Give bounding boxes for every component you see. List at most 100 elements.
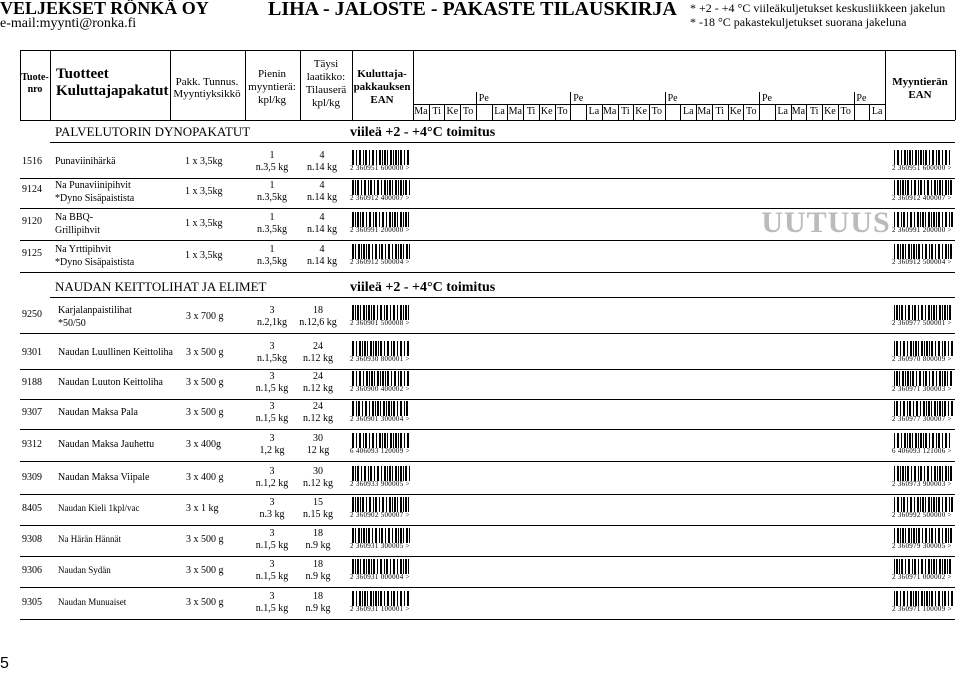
barcode-digits: 2 360971 100009 > — [892, 605, 952, 613]
product-number: 9305 — [22, 597, 42, 608]
full-box: n.9 kg — [305, 571, 331, 582]
column-header: Täysi — [313, 58, 339, 70]
day-label: Pe — [762, 93, 772, 104]
rule — [822, 104, 824, 120]
pack-size: 3 x 500 g — [186, 597, 224, 608]
email: e-mail:myynti@ronka.fi — [0, 16, 137, 31]
day-label: To — [651, 106, 663, 117]
barcode-digits: 2 360900 400002 > — [350, 385, 410, 393]
product-name: Naudan Maksa Jauhettu — [58, 439, 155, 450]
column-header: EAN — [908, 89, 932, 101]
full-box: 15 — [313, 497, 323, 508]
badge: UUTUUS — [761, 206, 891, 239]
note: * +2 - +4 °C viileäkuljetukset keskuslii… — [690, 1, 946, 15]
min-order: 3 — [269, 466, 275, 477]
day-label: La — [683, 106, 694, 117]
pack-size: 3 x 400 g — [186, 472, 224, 483]
barcode — [352, 305, 409, 320]
rule — [617, 104, 619, 120]
barcode — [352, 528, 410, 543]
min-order: n.3,5kg — [257, 192, 287, 203]
rule — [245, 50, 246, 120]
page-number: 5 — [0, 655, 9, 672]
min-order: n.2,1kg — [257, 317, 287, 328]
barcode — [894, 497, 953, 512]
pack-size: 1 x 3,5kg — [185, 250, 223, 261]
section-note: viileä +2 - +4°C toimitus — [350, 125, 496, 140]
rule — [806, 104, 808, 120]
product-name: Karjalanpaistilihat — [58, 305, 132, 316]
rule — [601, 104, 603, 120]
barcode — [352, 371, 409, 386]
rule — [20, 120, 955, 121]
note: * -18 °C pakastekuljetukset suorana jake… — [690, 15, 907, 29]
barcode-digits: 2 360991 200000 > — [350, 226, 410, 234]
barcode — [352, 244, 410, 259]
rule — [20, 556, 955, 557]
rule — [20, 619, 955, 620]
min-order: 1 — [269, 180, 275, 191]
column-header: Tuotteet — [56, 66, 109, 82]
product-name: Na Punaviinipihvit — [55, 180, 131, 191]
min-order: 3 — [269, 497, 275, 508]
barcode — [894, 371, 952, 386]
min-order: 1,2 kg — [259, 445, 285, 456]
barcode-digits: 2 360901 300004 > — [350, 415, 410, 423]
min-order: 1 — [269, 244, 275, 255]
full-box: 18 — [313, 528, 323, 539]
product-name: Punaviinihärkä — [55, 156, 116, 167]
barcode — [894, 466, 952, 481]
full-box: n.14 kg — [307, 224, 337, 235]
min-order: 3 — [269, 401, 275, 412]
barcode — [352, 150, 409, 165]
day-label: Pe — [478, 93, 489, 104]
full-box: 4 — [319, 180, 325, 191]
full-box: n.12,6 kg — [299, 317, 337, 328]
rule — [523, 104, 525, 120]
barcode — [352, 591, 409, 606]
barcode-digits: 2 360931 000004 > — [350, 573, 410, 581]
column-header: kpl/kg — [257, 94, 287, 106]
barcode — [894, 401, 953, 416]
barcode-digits: 2 360951 600000 > — [350, 164, 410, 172]
full-box: n.12 kg — [303, 383, 333, 394]
full-box: n.9 kg — [305, 540, 331, 551]
min-order: n.1,5 kg — [255, 383, 289, 394]
product-number: 9306 — [22, 565, 42, 576]
barcode — [352, 466, 410, 481]
column-header: myyntierä: — [248, 81, 296, 93]
day-label: Ti — [715, 106, 725, 117]
column-header: pakkauksen — [353, 81, 411, 93]
barcode — [894, 212, 953, 227]
pack-size: 3 x 700 g — [186, 311, 224, 322]
rule — [885, 50, 886, 120]
barcode — [352, 341, 409, 356]
barcode — [894, 559, 951, 574]
product-name: *50/50 — [58, 318, 86, 329]
full-box: n.14 kg — [307, 162, 337, 173]
rule — [696, 104, 698, 120]
rule — [20, 587, 955, 588]
product-name: Naudan Kieli 1kpl/vac — [58, 503, 140, 513]
rule — [790, 104, 792, 120]
pack-size: 3 x 500 g — [186, 377, 224, 388]
barcode-digits: 2 360902 500007 > — [350, 511, 410, 519]
min-order: n.3 kg — [259, 509, 285, 520]
column-header: Myyntierän — [892, 76, 948, 88]
day-label: Ma — [602, 106, 617, 117]
rule — [869, 104, 871, 120]
pack-size: 1 x 3,5kg — [185, 186, 223, 197]
barcode — [352, 559, 409, 574]
day-label: La — [588, 106, 600, 117]
barcode — [894, 244, 952, 259]
full-box: 24 — [313, 401, 323, 412]
full-box: 12 kg — [306, 445, 330, 456]
product-name: Naudan Sydän — [58, 565, 111, 575]
day-label: Ma — [414, 106, 428, 117]
rule — [20, 178, 955, 179]
day-label: Ke — [729, 106, 742, 117]
product-name: *Dyno Sisäpaistista — [55, 257, 135, 268]
product-name: Naudan Maksa Pala — [58, 407, 138, 418]
rule — [20, 461, 955, 462]
